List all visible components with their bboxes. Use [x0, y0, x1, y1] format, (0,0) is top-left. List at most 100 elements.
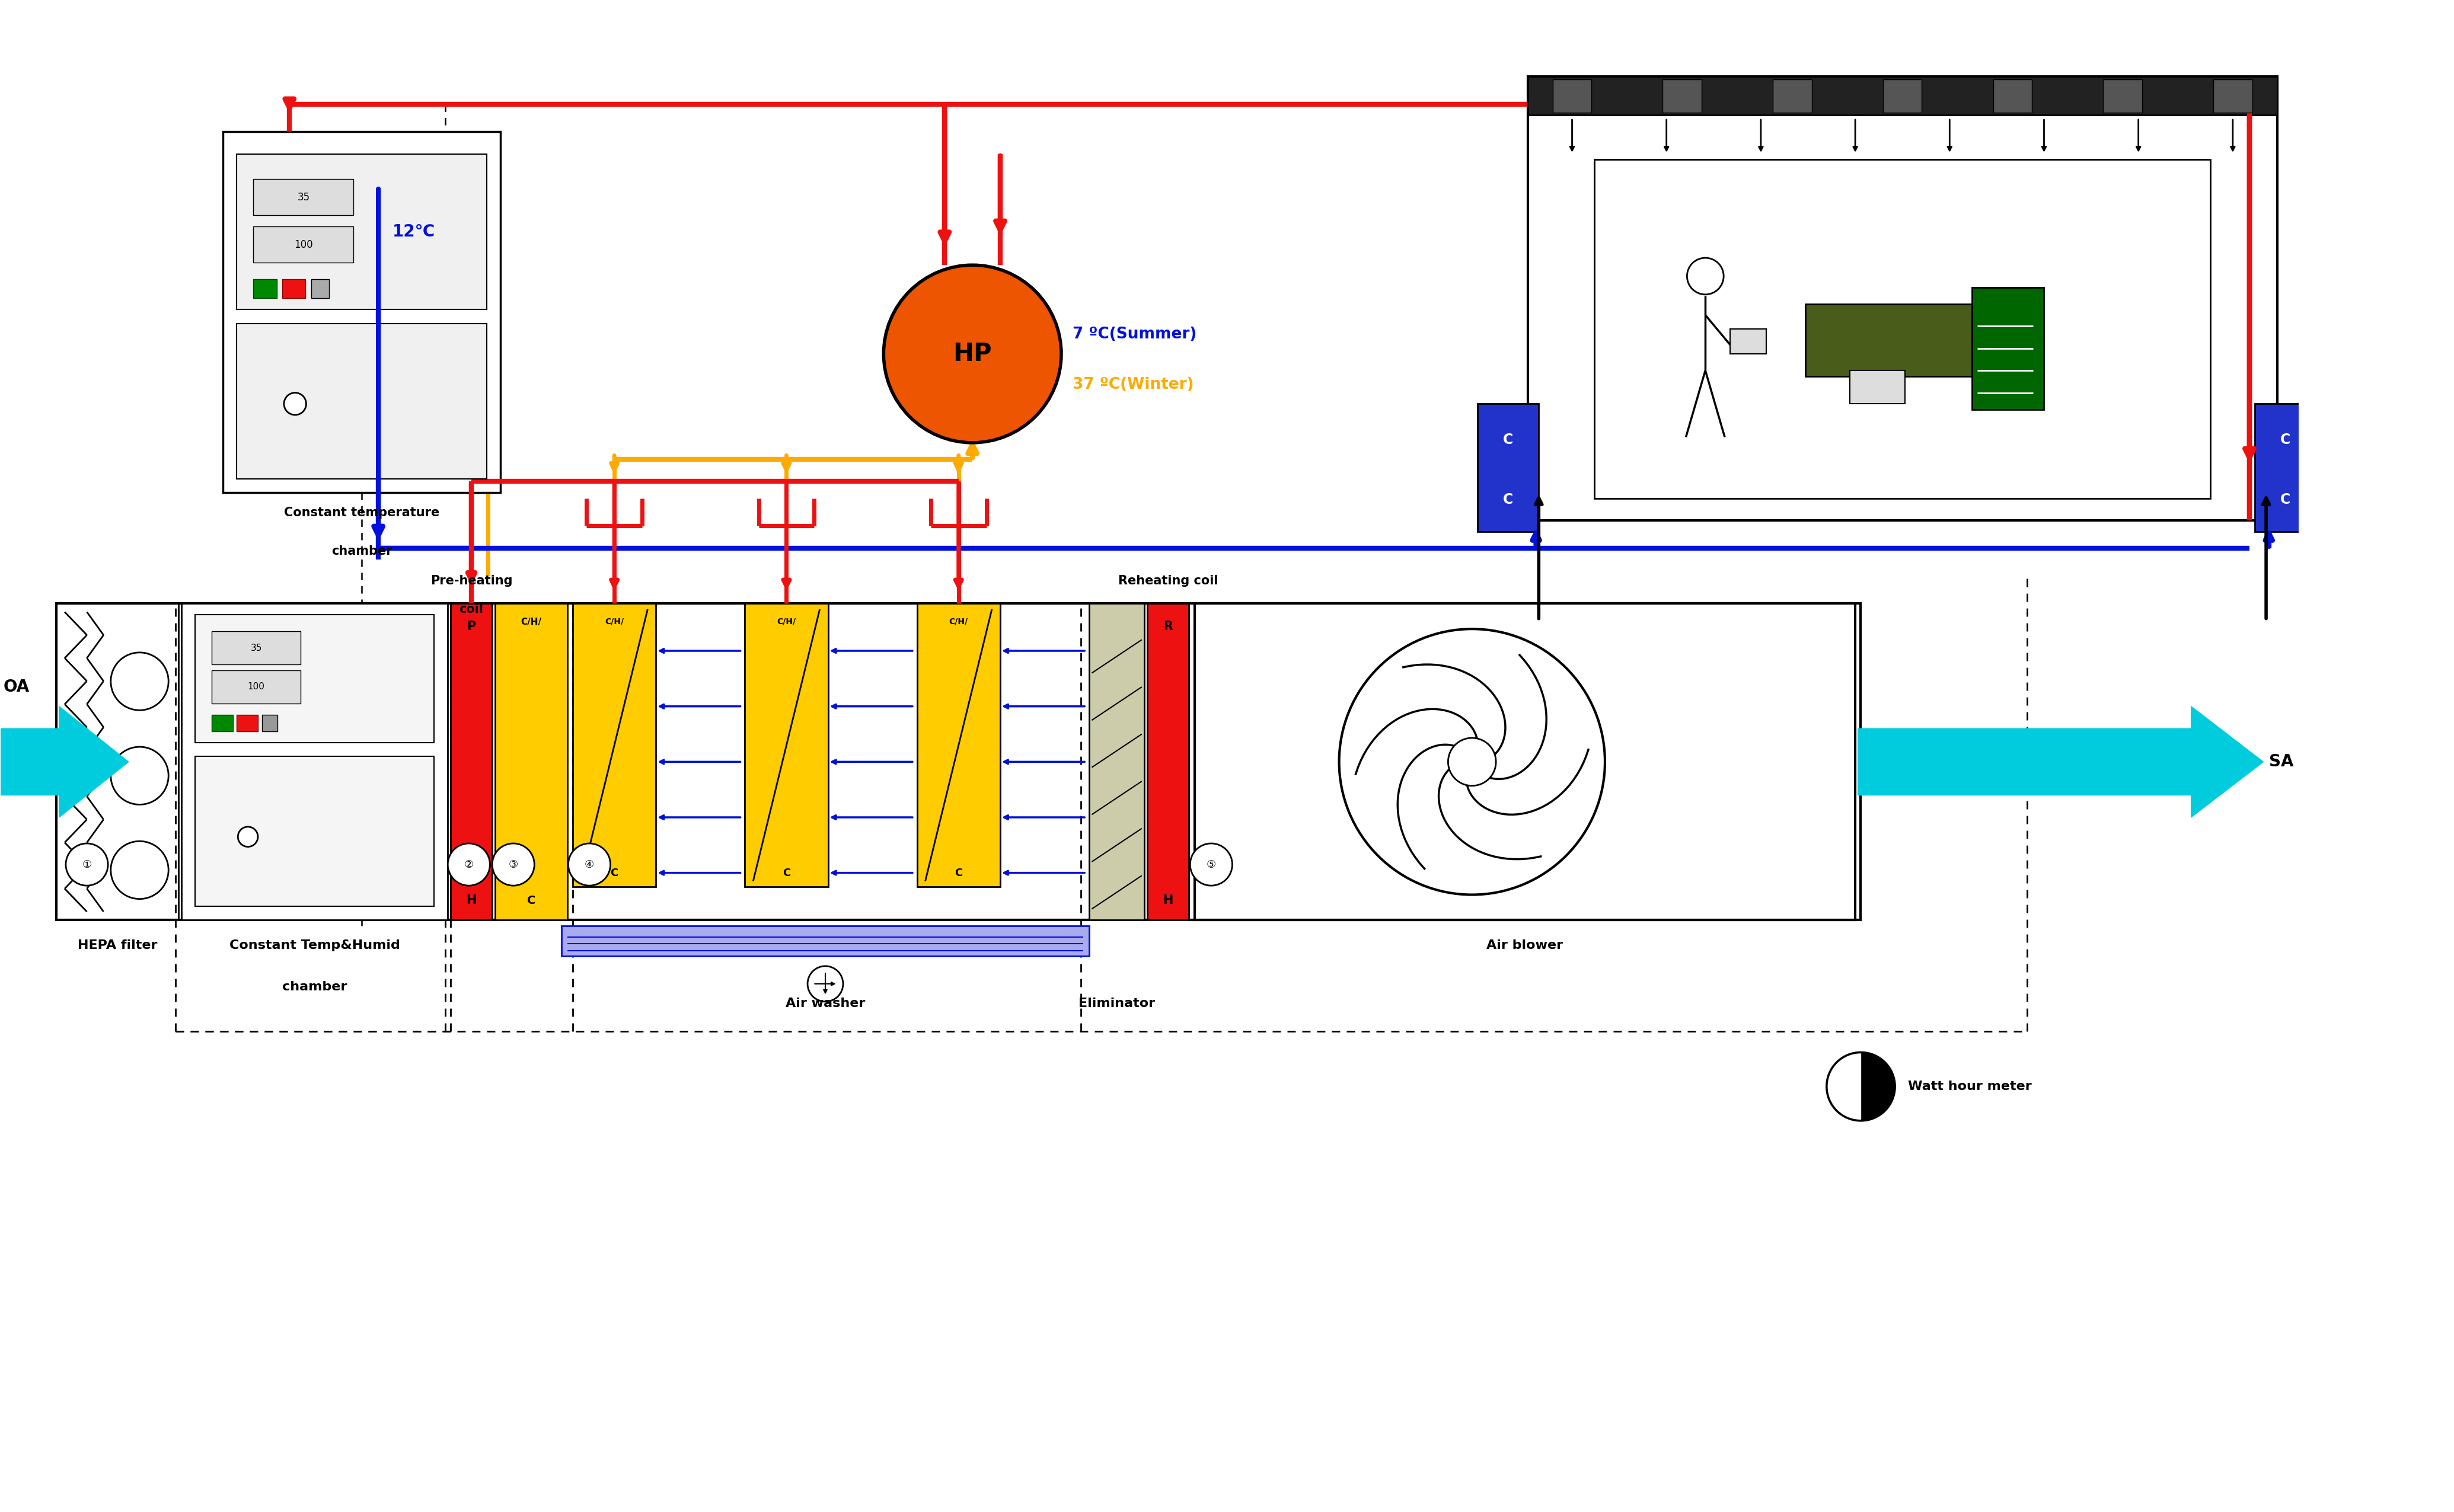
Bar	[1993, 79, 2032, 112]
Text: Eliminator: Eliminator	[1077, 998, 1156, 1010]
Text: ③: ③	[508, 859, 518, 869]
Bar	[211, 632, 302, 665]
Circle shape	[110, 747, 169, 804]
Text: C: C	[611, 868, 618, 878]
Bar	[1806, 304, 2017, 376]
Text: 7 ºC(Summer): 7 ºC(Summer)	[1072, 327, 1198, 342]
Bar	[253, 278, 277, 298]
Circle shape	[110, 653, 169, 711]
Text: SA: SA	[2270, 753, 2294, 770]
Circle shape	[66, 844, 108, 886]
Bar	[263, 715, 277, 732]
Bar	[1973, 287, 2044, 410]
Bar	[56, 603, 1860, 919]
Bar	[1195, 603, 1855, 919]
Text: Watt hour meter: Watt hour meter	[1907, 1081, 2032, 1093]
Circle shape	[569, 844, 611, 886]
Bar	[572, 603, 655, 886]
Text: P: P	[466, 620, 476, 632]
Text: C: C	[783, 868, 790, 878]
Bar	[496, 603, 567, 919]
Text: OA: OA	[2, 679, 29, 696]
Bar	[1090, 603, 1144, 919]
Circle shape	[1190, 844, 1232, 886]
Text: C/H/: C/H/	[604, 617, 623, 626]
Text: 100: 100	[294, 239, 312, 249]
Text: C/H/: C/H/	[950, 617, 967, 626]
Text: ④: ④	[584, 859, 594, 869]
Bar	[452, 603, 493, 919]
Text: 35: 35	[297, 192, 309, 203]
Bar	[196, 615, 434, 742]
Bar	[1595, 160, 2211, 497]
Bar	[1529, 77, 2277, 115]
Bar	[1772, 79, 1811, 112]
Text: chamber: chamber	[331, 546, 393, 558]
Circle shape	[1686, 259, 1723, 295]
Circle shape	[1340, 629, 1605, 895]
Text: R: R	[1163, 620, 1173, 632]
Bar	[2255, 404, 2317, 532]
Text: ②: ②	[464, 859, 474, 869]
Text: Reheating coil: Reheating coil	[1119, 575, 1217, 587]
Circle shape	[807, 966, 844, 1001]
Text: 37 ºC(Winter): 37 ºC(Winter)	[1072, 376, 1193, 392]
Bar	[211, 715, 233, 732]
Text: coil: coil	[459, 603, 483, 615]
Bar	[236, 324, 486, 479]
Bar	[1882, 79, 1921, 112]
Text: ①: ①	[81, 859, 91, 869]
Polygon shape	[1858, 706, 2263, 818]
Bar	[223, 132, 501, 493]
Text: C: C	[1504, 432, 1514, 446]
Text: C: C	[2280, 493, 2290, 507]
Text: 12℃: 12℃	[393, 224, 434, 240]
Bar	[236, 154, 486, 310]
Text: Constant Temp&Humid: Constant Temp&Humid	[228, 939, 400, 951]
Text: 35: 35	[250, 644, 263, 653]
Bar	[1850, 370, 1904, 404]
Text: HEPA filter: HEPA filter	[79, 939, 157, 951]
Bar	[282, 278, 307, 298]
Bar	[253, 227, 353, 262]
Bar	[1553, 79, 1593, 112]
Text: Constant temperature: Constant temperature	[285, 507, 439, 519]
Text: Air washer: Air washer	[785, 998, 866, 1010]
Bar	[196, 756, 434, 906]
Wedge shape	[1828, 1054, 1860, 1119]
Text: Air blower: Air blower	[1487, 939, 1563, 951]
Text: chamber: chamber	[282, 981, 346, 993]
Bar	[1664, 79, 1701, 112]
Bar	[1148, 603, 1190, 919]
Text: C: C	[955, 868, 962, 878]
Text: Pre-heating: Pre-heating	[429, 575, 513, 587]
Text: HP: HP	[952, 342, 991, 366]
Circle shape	[110, 841, 169, 900]
Text: C/H/: C/H/	[778, 617, 795, 626]
Bar	[1477, 404, 1539, 532]
Bar	[182, 603, 447, 919]
Bar	[211, 670, 302, 703]
Text: H: H	[1163, 894, 1173, 906]
Circle shape	[1448, 738, 1497, 786]
Text: C/H/: C/H/	[520, 617, 542, 626]
Circle shape	[285, 393, 307, 414]
Text: C: C	[1504, 493, 1514, 507]
Bar	[312, 278, 329, 298]
Circle shape	[238, 827, 258, 847]
Polygon shape	[0, 706, 128, 818]
Bar	[2103, 79, 2142, 112]
Bar	[253, 178, 353, 215]
Circle shape	[1826, 1052, 1894, 1120]
Text: C: C	[2280, 432, 2290, 446]
Bar	[236, 715, 258, 732]
Circle shape	[493, 844, 535, 886]
Bar	[1730, 330, 1767, 354]
Bar	[2214, 79, 2253, 112]
Circle shape	[447, 844, 491, 886]
Bar	[562, 925, 1090, 956]
Bar	[918, 603, 1001, 886]
Circle shape	[883, 265, 1060, 443]
Text: H: H	[466, 894, 476, 906]
Text: ⑤: ⑤	[1207, 859, 1217, 869]
